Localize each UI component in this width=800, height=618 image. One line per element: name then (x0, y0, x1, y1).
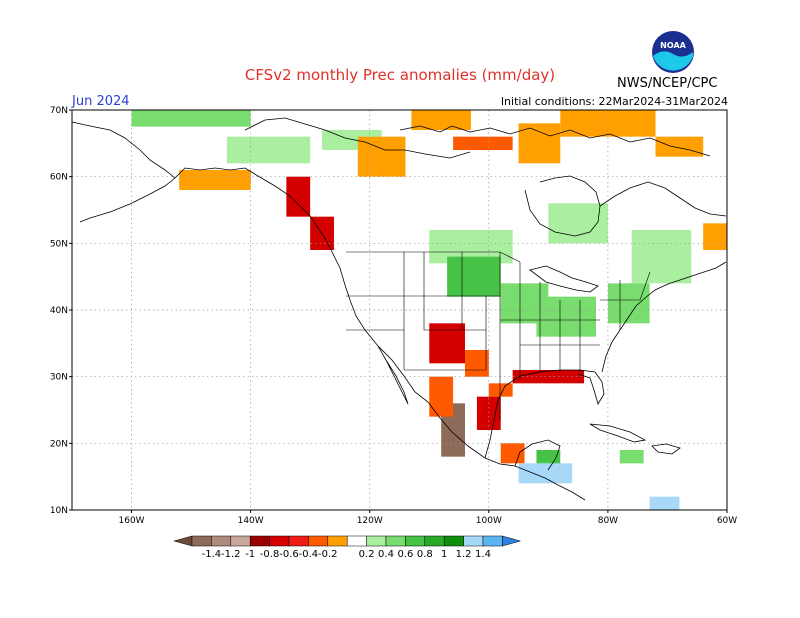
great-lakes (529, 265, 599, 293)
coastlines (71, 117, 727, 501)
colorbar-swatch-14 (463, 535, 484, 547)
colorbar-swatch-0 (191, 535, 212, 547)
colorbar-swatch-3 (249, 535, 270, 547)
anomaly-cell-20 (488, 383, 513, 397)
anomaly-cell-18 (465, 350, 489, 377)
lat-tick-label-4: 30N (50, 373, 68, 383)
colorbar: -1.4 -1.2 -1 -0.8 -0.6 -0.4 -0.2 0.2 0.4 0.6 0.8 1 1… (173, 535, 522, 560)
lon-tick-label-0: 160W (119, 516, 145, 526)
hudson-bay (524, 175, 601, 237)
lat-tick-label-2: 50N (50, 239, 68, 249)
colorbar-label-7: 0.2 (359, 549, 375, 560)
lat-tick-label-3: 40N (50, 306, 68, 316)
alaska-peninsula (79, 177, 176, 223)
colorbar-swatch-4 (269, 535, 290, 547)
colorbar-left-arrow (173, 535, 193, 547)
forecast-month: Jun 2024 (72, 94, 130, 109)
initial-conditions: Initial conditions: 22Mar2024-31Mar2024 (500, 95, 728, 108)
anomaly-cell-32 (649, 496, 680, 510)
anomaly-cell-25 (518, 463, 573, 484)
anomaly-layer (131, 110, 727, 510)
anomaly-cell-30 (179, 170, 251, 190)
colorbar-swatch-5 (288, 535, 309, 547)
labrador (599, 181, 727, 217)
hispaniola (651, 443, 681, 455)
colorbar-label-11: 1 (441, 549, 447, 560)
anomaly-cell-17 (429, 323, 465, 364)
anomaly-cell-8 (655, 136, 704, 157)
colorbar-label-0: -1.4 (202, 549, 222, 560)
colorbar-swatch-12 (424, 535, 445, 547)
anomaly-cell-16 (703, 223, 727, 250)
org-label: NWS/NCEP/CPC (617, 76, 718, 91)
colorbar-label-12: 1.2 (456, 549, 472, 560)
colorbar-label-13: 1.4 (475, 549, 491, 560)
colorbar-swatch-2 (230, 535, 251, 547)
lat-tick-label-6: 10N (50, 506, 68, 516)
anomaly-cell-19 (512, 370, 585, 384)
colorbar-label-1: -1.2 (221, 549, 241, 560)
colorbar-label-4: -0.6 (279, 549, 299, 560)
map-title: CFSv2 monthly Prec anomalies (mm/day) (244, 66, 556, 84)
anomaly-cell-10 (447, 256, 501, 297)
colorbar-label-9: 0.6 (397, 549, 413, 560)
colorbar-label-8: 0.4 (378, 549, 394, 560)
colorbar-swatch-15 (482, 535, 503, 547)
colorbar-swatch-6 (308, 535, 329, 547)
colorbar-label-10: 0.8 (417, 549, 433, 560)
grid-lines (72, 110, 727, 510)
alaska-coast (71, 121, 327, 241)
west-coast (325, 239, 586, 501)
anomaly-cell-14 (631, 230, 692, 284)
noaa-logo-icon: NOAA (652, 31, 694, 73)
lat-tick-label-1: 60N (50, 173, 68, 183)
anomaly-cell-24 (500, 443, 525, 464)
lat-tick-label-0: 70N (50, 106, 68, 116)
lon-tick-label-3: 100W (476, 516, 502, 526)
gulf-coast (484, 369, 605, 459)
anomaly-cell-23 (429, 376, 454, 417)
anomaly-cell-6 (518, 123, 561, 164)
colorbar-swatch-10 (385, 535, 406, 547)
colorbar-swatch-9 (366, 535, 387, 547)
colorbar-label-3: -0.8 (260, 549, 280, 560)
lon-tick-label-2: 120W (357, 516, 383, 526)
axis-ticks: 70N 60N 50N 40N 30N 20N 10N 160W 140W 120W 100W 80W… (50, 106, 737, 526)
colorbar-swatch-7 (327, 535, 348, 547)
anomaly-cell-4 (411, 110, 471, 130)
anomaly-cell-31 (619, 450, 644, 464)
east-coast (601, 261, 727, 373)
anomaly-cell-21 (476, 396, 501, 430)
lon-tick-label-1: 140W (238, 516, 264, 526)
colorbar-label-5: -0.4 (299, 549, 319, 560)
colorbar-swatch-1 (211, 535, 232, 547)
cuba (589, 423, 647, 443)
yucatan (514, 439, 561, 471)
anomaly-cell-15 (548, 203, 608, 244)
lat-tick-label-5: 20N (50, 439, 68, 449)
colorbar-swatch-11 (405, 535, 426, 547)
colorbar-label-2: -1 (245, 549, 255, 560)
lon-tick-label-5: 60W (717, 516, 737, 526)
baja (377, 345, 409, 405)
anomaly-cell-27 (286, 176, 311, 217)
colorbar-swatch-13 (443, 535, 464, 547)
noaa-logo-text: NOAA (660, 41, 686, 50)
colorbar-label-6: -0.2 (318, 549, 338, 560)
colorbar-swatch-8 (346, 535, 367, 547)
arctic-coast (244, 117, 471, 159)
anomaly-cell-0 (131, 110, 251, 127)
us-state-borders (346, 251, 651, 420)
canadian-islands (399, 125, 711, 157)
colorbar-right-arrow (502, 535, 522, 547)
anomaly-cell-5 (453, 136, 513, 150)
anomaly-cell-1 (226, 136, 311, 164)
lon-tick-label-4: 80W (598, 516, 618, 526)
anomaly-cell-3 (357, 136, 406, 177)
anomaly-cell-12 (536, 296, 596, 337)
